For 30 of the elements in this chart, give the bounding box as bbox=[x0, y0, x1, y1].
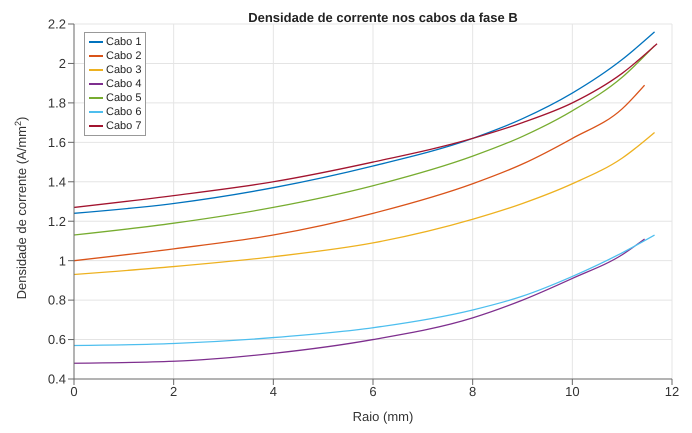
y-tick-label: 1.8 bbox=[48, 96, 66, 111]
line-series bbox=[74, 234, 656, 346]
legend-label: Cabo 3 bbox=[106, 63, 142, 77]
legend-label: Cabo 5 bbox=[106, 91, 142, 105]
line-series bbox=[74, 45, 656, 236]
y-tick-label: 1 bbox=[58, 253, 66, 268]
y-tick-label: 2.2 bbox=[48, 16, 66, 32]
legend-label: Cabo 6 bbox=[106, 105, 142, 119]
legend-label: Cabo 1 bbox=[106, 35, 142, 49]
chart-title: Densidade de corrente nos cabos da fase B bbox=[248, 10, 518, 25]
x-tick-label: 8 bbox=[469, 384, 476, 400]
x-tick-label: 0 bbox=[70, 384, 78, 400]
y-tick-label: 1.6 bbox=[48, 134, 66, 150]
x-tick-label: 4 bbox=[270, 384, 277, 400]
x-tick-label: 6 bbox=[369, 384, 377, 400]
y-tick-label: 2 bbox=[58, 56, 66, 72]
x-axis-title: Raio (mm) bbox=[352, 409, 414, 424]
line-series bbox=[74, 132, 656, 276]
y-tick-label: 0.8 bbox=[48, 292, 66, 308]
y-tick-label: 0.4 bbox=[48, 372, 66, 387]
y-tick-label: 1.2 bbox=[48, 214, 66, 229]
legend-label: Cabo 4 bbox=[106, 77, 142, 91]
x-tick-label: 2 bbox=[170, 384, 178, 400]
line-series bbox=[74, 238, 646, 364]
legend-label: Cabo 7 bbox=[106, 119, 142, 133]
x-tick-label: 12 bbox=[664, 384, 680, 400]
y-tick-label: 0.6 bbox=[48, 332, 66, 348]
x-tick-label: 10 bbox=[565, 384, 580, 400]
legend-label: Cabo 2 bbox=[106, 49, 142, 63]
y-tick-label: 1.4 bbox=[48, 174, 66, 190]
